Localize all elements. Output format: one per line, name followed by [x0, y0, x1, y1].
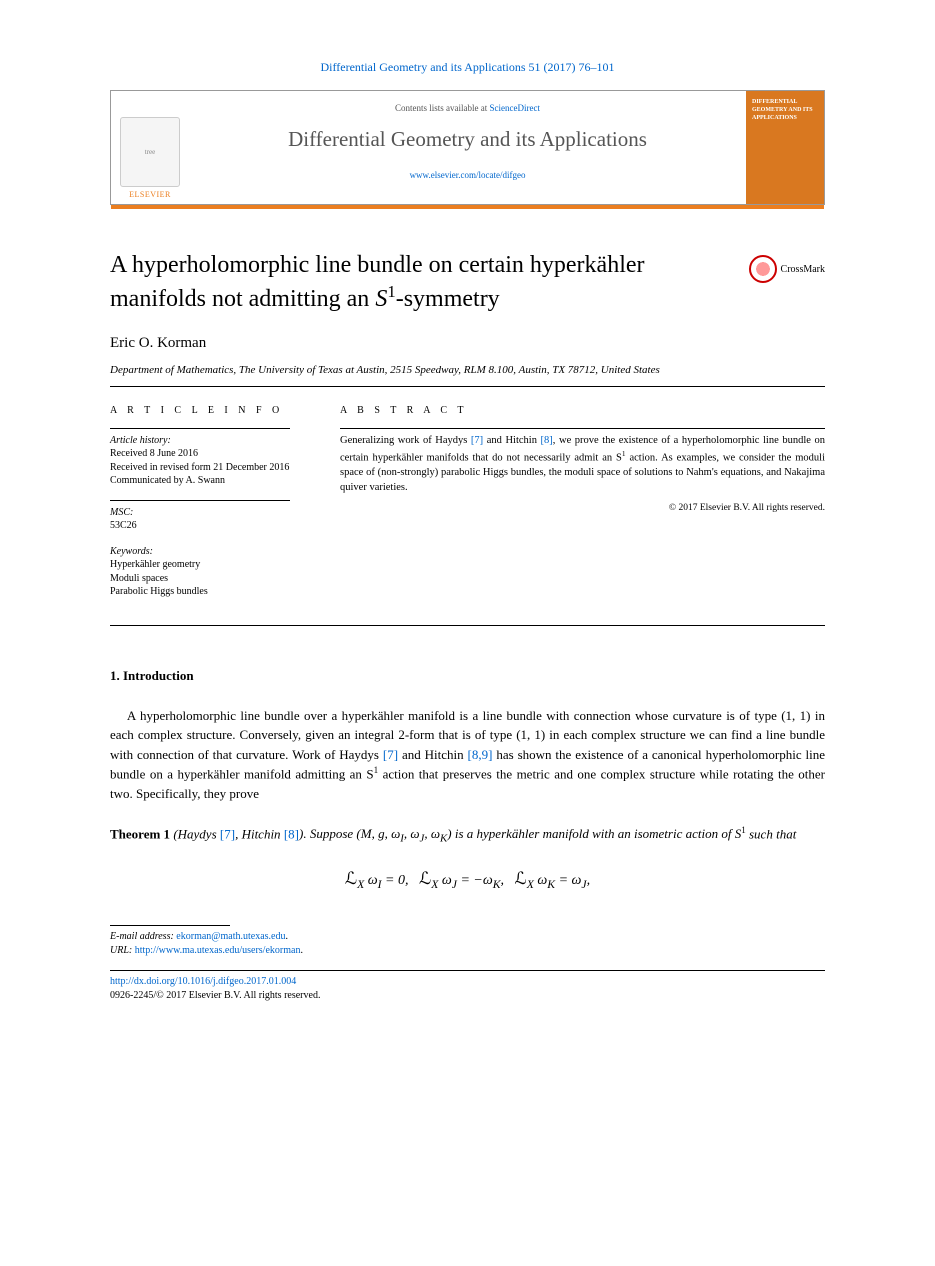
abs-ref-8[interactable]: [8]	[541, 435, 553, 446]
theorem-1: Theorem 1 (Haydys [7], Hitchin [8]). Sup…	[110, 824, 825, 847]
cover-title: DIFFERENTIAL GEOMETRY AND ITS APPLICATIO…	[752, 99, 818, 122]
history-received: Received 8 June 2016	[110, 447, 290, 461]
crossmark-badge[interactable]: CrossMark	[749, 255, 825, 283]
footnote-rule	[110, 925, 230, 926]
title-S: S	[375, 286, 387, 312]
history-communicated: Communicated by A. Swann	[110, 474, 290, 488]
citation-link[interactable]: Differential Geometry and its Applicatio…	[110, 60, 825, 75]
divider	[110, 500, 290, 501]
email-line: E-mail address: ekorman@math.utexas.edu.	[110, 930, 825, 944]
intro-ref-7[interactable]: [7]	[383, 747, 398, 762]
author-name: Eric O. Korman	[110, 335, 825, 352]
abs-a: Generalizing work of Haydys	[340, 435, 471, 446]
thm-ref-7[interactable]: [7]	[220, 826, 235, 841]
url-line: URL: http://www.ma.utexas.edu/users/ekor…	[110, 944, 825, 958]
page-container: Differential Geometry and its Applicatio…	[0, 0, 935, 1043]
keyword-2: Moduli spaces	[110, 572, 290, 586]
issn-copyright: 0926-2245/© 2017 Elsevier B.V. All right…	[110, 989, 825, 1003]
abstract-heading: A B S T R A C T	[340, 404, 825, 418]
journal-header: tree ELSEVIER Contents lists available a…	[110, 90, 825, 205]
doi-link[interactable]: http://dx.doi.org/10.1016/j.difgeo.2017.…	[110, 976, 296, 987]
thm-b: , ω	[404, 826, 420, 841]
thm-c: , ω	[424, 826, 440, 841]
thm-e: such that	[746, 826, 797, 841]
email-label: E-mail address:	[110, 931, 176, 942]
email-link[interactable]: ekorman@math.utexas.edu	[176, 931, 285, 942]
keywords-block: Keywords: Hyperkähler geometry Moduli sp…	[110, 545, 290, 599]
abs-ref-7[interactable]: [7]	[471, 435, 483, 446]
keyword-1: Hyperkähler geometry	[110, 558, 290, 572]
publisher-logo[interactable]: tree ELSEVIER	[111, 91, 189, 204]
thm-cite-b: , Hitchin	[235, 826, 284, 841]
keywords-label: Keywords:	[110, 545, 290, 559]
elsevier-tree-icon: tree	[120, 117, 180, 187]
intro-paragraph: A hyperholomorphic line bundle over a hy…	[110, 706, 825, 804]
history-block: Article history: Received 8 June 2016 Re…	[110, 434, 290, 488]
abs-b: and Hitchin	[483, 435, 540, 446]
msc-block: MSC: 53C26	[110, 506, 290, 533]
title-line-1: A hyperholomorphic line bundle on certai…	[110, 252, 645, 278]
divider	[110, 428, 290, 429]
title-sup: 1	[387, 282, 395, 301]
title-line-2b: -symmetry	[396, 286, 500, 312]
title-line-2a: manifolds not admitting an	[110, 286, 375, 312]
thm-a: Suppose (M, g, ω	[310, 826, 400, 841]
title-row: A hyperholomorphic line bundle on certai…	[110, 250, 825, 315]
journal-url[interactable]: www.elsevier.com/locate/difgeo	[189, 170, 746, 180]
info-abstract-row: A R T I C L E I N F O Article history: R…	[110, 392, 825, 626]
contents-line: Contents lists available at ScienceDirec…	[189, 103, 746, 113]
thm-cite-a: (Haydys	[170, 826, 220, 841]
info-heading: A R T I C L E I N F O	[110, 404, 290, 418]
thm-ref-8[interactable]: [8]	[284, 826, 299, 841]
accent-bar	[111, 205, 824, 209]
thm-cite-c: ).	[299, 826, 310, 841]
divider	[110, 386, 825, 387]
header-center: Contents lists available at ScienceDirec…	[189, 91, 746, 204]
contents-prefix: Contents lists available at	[395, 103, 489, 113]
journal-title: Differential Geometry and its Applicatio…	[189, 127, 746, 152]
cover-thumbnail[interactable]: DIFFERENTIAL GEOMETRY AND ITS APPLICATIO…	[746, 91, 824, 204]
history-revised: Received in revised form 21 December 201…	[110, 461, 290, 475]
history-label: Article history:	[110, 434, 290, 448]
intro-b: and Hitchin	[398, 747, 467, 762]
sciencedirect-link[interactable]: ScienceDirect	[490, 103, 540, 113]
intro-ref-89[interactable]: [8,9]	[468, 747, 493, 762]
url-label: URL:	[110, 945, 135, 956]
abstract-copyright: © 2017 Elsevier B.V. All rights reserved…	[340, 502, 825, 515]
publisher-name: ELSEVIER	[129, 190, 171, 199]
crossmark-label: CrossMark	[781, 264, 825, 275]
msc-code: 53C26	[110, 519, 290, 533]
article-info: A R T I C L E I N F O Article history: R…	[110, 404, 290, 611]
section-1-title: 1. Introduction	[110, 668, 825, 684]
abstract-column: A B S T R A C T Generalizing work of Hay…	[340, 404, 825, 611]
theorem-label: Theorem 1	[110, 826, 170, 841]
keyword-3: Parabolic Higgs bundles	[110, 585, 290, 599]
msc-label: MSC:	[110, 506, 290, 520]
author-url-link[interactable]: http://www.ma.utexas.edu/users/ekorman	[135, 945, 301, 956]
crossmark-icon	[749, 255, 777, 283]
equation-1: ℒX ωI = 0, ℒX ωJ = −ωK, ℒX ωK = ωJ,	[110, 869, 825, 891]
doi-block: http://dx.doi.org/10.1016/j.difgeo.2017.…	[110, 970, 825, 1003]
paper-title: A hyperholomorphic line bundle on certai…	[110, 250, 729, 315]
author-affiliation: Department of Mathematics, The Universit…	[110, 364, 825, 376]
page-footer: E-mail address: ekorman@math.utexas.edu.…	[110, 925, 825, 1003]
divider	[340, 428, 825, 429]
abstract-text: Generalizing work of Haydys [7] and Hitc…	[340, 434, 825, 495]
thm-d: ) is a hyperkähler manifold with an isom…	[447, 826, 741, 841]
